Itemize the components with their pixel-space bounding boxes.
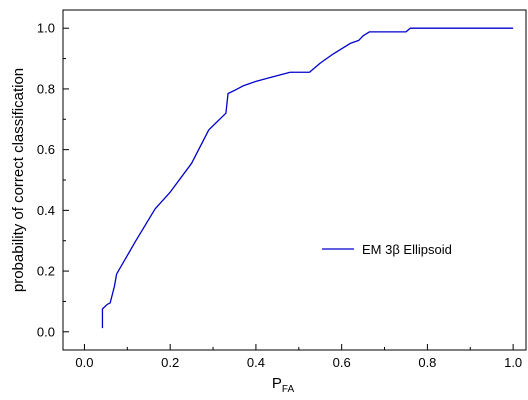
x-axis-title-subscript: FA (282, 384, 295, 395)
y-tick-label: 1.0 (37, 21, 55, 36)
x-tick-label: 0.6 (333, 355, 351, 370)
y-tick-label: 0.8 (37, 81, 55, 96)
plot-frame (62, 9, 527, 351)
x-axis: 0.0 0.2 0.4 0.6 0.8 1.0 (75, 344, 522, 370)
legend: EM 3β Ellipsoid (322, 242, 452, 257)
x-tick-label: 1.0 (504, 355, 522, 370)
x-tick-label: 0.2 (161, 355, 179, 370)
y-tick-label: 0.2 (37, 264, 55, 279)
series-layer (101, 27, 514, 329)
y-tick-label: 0.0 (37, 324, 55, 339)
y-axis: 0.0 0.2 0.4 0.6 0.8 1.0 (37, 21, 69, 339)
x-tick-label: 0.0 (75, 355, 93, 370)
x-axis-title: PFA (272, 375, 295, 395)
series-line-em-3beta-ellipsoid (101, 27, 514, 329)
y-tick-label: 0.4 (37, 203, 55, 218)
y-tick-label: 0.6 (37, 142, 55, 157)
legend-label: EM 3β Ellipsoid (362, 242, 452, 257)
x-tick-label: 0.8 (418, 355, 436, 370)
x-axis-title-main: P (272, 375, 282, 392)
x-tick-label: 0.4 (247, 355, 265, 370)
y-axis-title: probability of correct classification (10, 68, 27, 292)
